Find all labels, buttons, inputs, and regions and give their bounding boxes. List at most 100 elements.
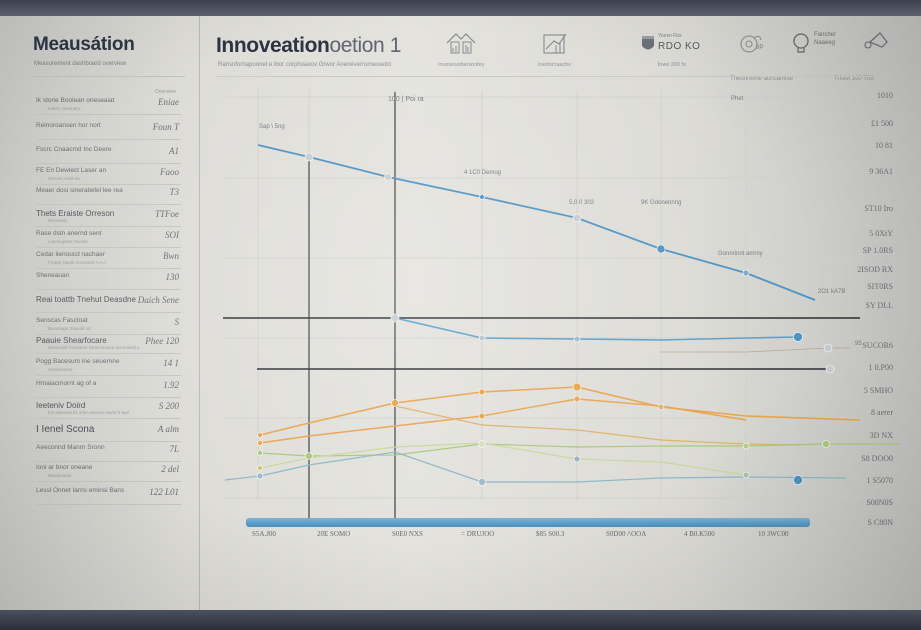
sidebar-item[interactable]: Aeeconnd Manrn Sronn 7L: [36, 442, 181, 462]
sidebar-item-label: Thets Eraiste Orreson: [36, 209, 115, 218]
sidebar-item-value: Eniae: [158, 97, 179, 107]
sidebar-item-divider: [36, 397, 181, 398]
sidebar-item-value: Phee 120: [145, 336, 179, 346]
sidebar-item-value: 2 del: [161, 464, 179, 474]
data-point: [478, 412, 486, 420]
data-point: [479, 194, 485, 200]
sidebar-item-value: S 200: [158, 401, 179, 411]
header-item-caption: Trfsiel 100 T00: [834, 76, 874, 82]
y-axis-tick-label: ST10 Iro: [864, 204, 893, 213]
series-line: [259, 442, 747, 476]
sidebar-item[interactable]: Senscas Fasctoat Beseaage Snexial nd S: [36, 315, 181, 335]
chart-annotation: 2O1 kA7B: [818, 289, 846, 295]
badge-text: Naaeeg: [814, 40, 836, 46]
sidebar-item-label: I Ienel Scona: [36, 424, 95, 435]
sidebar-item[interactable]: Hmaiacmornt ag of a 1.92: [36, 378, 181, 398]
data-point: [478, 388, 486, 396]
lightbulb-icon: [793, 33, 809, 53]
growth-chart-icon: [543, 33, 567, 54]
data-point: [257, 450, 263, 456]
sidebar-item[interactable]: Fscrc Cnaacmd Inc Deere A1: [36, 144, 181, 164]
sidebar-item[interactable]: Ieeteniv Doird Ins aserned bs orhe neoons…: [36, 399, 181, 419]
sidebar-item[interactable]: Ioni ar bnor oneane Bawasoane 2 del: [36, 462, 181, 482]
sidebar-item[interactable]: Paauie Shearfocare Nexandal Pacoanre Deas…: [36, 334, 181, 354]
header-divider: [216, 76, 906, 77]
sidebar-item[interactable]: Meaer dosi sinerateilel lee rea T3: [36, 185, 181, 205]
x-axis-tick-label: S5A.J00: [252, 530, 276, 538]
header-item-key-diamond[interactable]: [862, 30, 890, 56]
sidebar-item-divider: [36, 247, 181, 248]
sidebar-item-value: Foun T: [152, 122, 179, 132]
sidebar-item-label: Aeeconnd Manrn Sronn: [36, 444, 105, 451]
sidebar-item[interactable]: Thets Eraiste Orreson Nervertay TTFoe: [36, 207, 181, 227]
data-point: [390, 313, 400, 323]
series-line: [259, 443, 900, 457]
sidebar-item-divider: [36, 114, 181, 115]
sidebar-item[interactable]: Cedar ilenoucd nachaer Ficsan Daeth nomna…: [36, 249, 181, 269]
sidebar-item-value: TTFoe: [154, 209, 179, 219]
data-point: [573, 455, 581, 463]
y-axis-tick-label: S00N0S: [866, 498, 893, 507]
sidebar-item-label: Meaer dosi sinerateilel lee rea: [36, 187, 123, 194]
header-item-growth-chart[interactable]: Inedorcaache: [538, 30, 571, 68]
sidebar-item[interactable]: Rase dstn anernd sent Leaningsant Soovar S…: [36, 228, 181, 248]
sidebar-item[interactable]: Sheneauan 130: [36, 270, 181, 290]
y-axis-tick-label: 1010: [877, 91, 893, 100]
sidebar-item[interactable]: Lessl Onnet Iarns eminsi Bans 122 L01: [36, 485, 181, 505]
sidebar-item-sub: Sneareasiar: [48, 367, 73, 372]
sidebar-item-divider: [36, 184, 181, 185]
sidebar-item-sub: metric summary: [48, 106, 81, 111]
gear-cloud-icon: [740, 35, 762, 53]
line-chart: [223, 90, 900, 518]
y-axis-tick-label: 2ISOD RX: [857, 265, 893, 274]
sidebar-item-label: Ioni ar bnor oneane: [36, 464, 93, 471]
y-axis-tick-label: SP 1.0RS: [862, 246, 893, 255]
sidebar-item-sub: Moecel Ansilnex: [48, 176, 81, 181]
sidebar-item-label: Paauie Shearfocare: [36, 336, 107, 345]
badge-text: RDO KO: [658, 41, 701, 52]
sidebar-item[interactable]: Reai toattb Tnehut Deasdne Daich Sene: [36, 293, 181, 313]
sidebar-item-value: Faoo: [160, 167, 179, 177]
x-axis-tick-label: S0E0 NXS: [392, 530, 423, 538]
sidebar-item[interactable]: Ik storie Boolean oneseaiat metric summar…: [36, 95, 181, 115]
sidebar-item[interactable]: Reinoroansen hor nort Foun T: [36, 120, 181, 140]
sidebar-item-label: Ik storie Boolean oneseaiat: [36, 97, 115, 104]
y-axis-tick-label: 5 0XtY: [869, 229, 893, 238]
sidebar-item[interactable]: FE En Dewlect Laser an Moecel Ansilnex Fao…: [36, 165, 181, 185]
data-point: [478, 440, 486, 448]
y-axis-tick-label: S C80N: [867, 518, 893, 527]
y-axis-tick-label: SIT0RS: [867, 282, 893, 291]
chart-annotation: 5,0.0 303: [569, 200, 595, 206]
header-item-house-chart[interactable]: Inumeoedienionfey: [438, 30, 484, 68]
sidebar-item-divider: [36, 375, 181, 376]
series-line: [660, 347, 850, 353]
header-item-caption: Inwe 200 fo: [657, 62, 687, 68]
series-line: [394, 405, 801, 446]
timeline-scrollbar[interactable]: [246, 518, 810, 527]
chart-annotation: 9K Gdonennng: [641, 200, 682, 206]
sidebar-item-value: A alm: [157, 424, 179, 434]
top-bezel: [0, 0, 921, 16]
sidebar-item-divider: [36, 226, 181, 227]
sidebar-item[interactable]: I Ienel Scona A alm: [36, 422, 181, 442]
header-item-gear-cloud[interactable]: 9P: [728, 30, 768, 56]
data-point: [572, 213, 582, 223]
sidebar-item-divider: [36, 461, 181, 462]
x-axis-tick-label: 4 B0.K500: [684, 530, 715, 538]
data-point: [742, 269, 750, 277]
sidebar-item-label: Reinoroansen hor nort: [36, 122, 101, 129]
page-subtitle: Ransnfornapoonet e ibor corphoaeov Grwor…: [218, 62, 392, 68]
sidebar-item-label: Fscrc Cnaacmd Inc Deere: [36, 146, 112, 153]
y-axis-tick-label: SY DLL: [865, 301, 893, 310]
header-item-lightbulb[interactable]: Fancher Naaeeg: [790, 30, 854, 56]
sidebar-item-label: Rase dstn anernd sent: [36, 230, 102, 237]
header-item-shield-badge[interactable]: Yoesn Fbs RDO KO Inwe 200 fo: [640, 30, 704, 68]
sidebar-item-value: A1: [169, 146, 179, 156]
chart-annotation: 4 1C0 Demug: [464, 170, 502, 176]
sidebar-item-label: Pogg Bacesum ine seuernne: [36, 358, 120, 365]
sidebar-item-label: FE En Dewlect Laser an: [36, 167, 107, 174]
data-point: [573, 335, 581, 343]
sidebar-item[interactable]: Pogg Bacesum ine seuernne Sneareasiar 14 1: [36, 356, 181, 376]
y-axis-tick-label: 8 aerer: [871, 408, 893, 417]
y-axis-tick-label: 9 36A1: [869, 167, 893, 176]
